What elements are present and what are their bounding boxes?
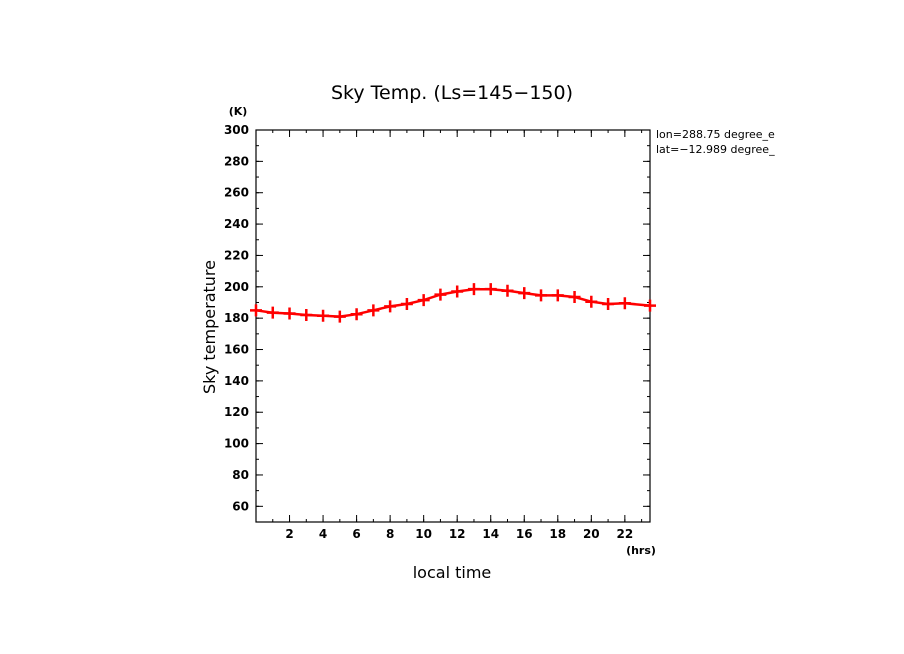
data-point	[417, 294, 430, 307]
data-point	[501, 284, 514, 297]
data-point	[350, 308, 363, 321]
data-point	[484, 283, 497, 296]
y-tick-label: 280	[224, 154, 249, 168]
x-tick-label: 16	[516, 527, 533, 541]
y-tick-label: 240	[224, 217, 249, 231]
y-tick-label: 80	[232, 468, 249, 482]
data-point	[367, 304, 380, 317]
x-tick-label: 6	[352, 527, 360, 541]
data-point	[250, 304, 262, 317]
x-tick-label: 8	[386, 527, 394, 541]
x-tick-label: 2	[285, 527, 293, 541]
data-point	[300, 309, 313, 322]
x-tick-label: 20	[583, 527, 600, 541]
data-point	[266, 306, 279, 319]
y-tick-label: 220	[224, 248, 249, 262]
data-point	[551, 289, 564, 302]
x-tick-label: 14	[482, 527, 499, 541]
data-point	[644, 299, 656, 312]
x-tick-label: 12	[449, 527, 466, 541]
data-point	[618, 297, 631, 310]
lat-annotation: lat=−12.989 degree_	[656, 143, 775, 156]
x-tick-label: 4	[319, 527, 327, 541]
data-point	[317, 309, 330, 322]
y-tick-label: 120	[224, 405, 249, 419]
lon-annotation: lon=288.75 degree_e	[656, 128, 775, 141]
data-point	[518, 287, 531, 300]
y-tick-label: 140	[224, 374, 249, 388]
plot-area: 60 80 100 120 140 160 180 200 220 240 260 280 300 2 4 6…	[224, 123, 656, 541]
y-tick-label: 260	[224, 186, 249, 200]
y-tick-label: 180	[224, 311, 249, 325]
x-tick-label: 22	[616, 527, 633, 541]
x-tick-label: 10	[415, 527, 432, 541]
data-point	[585, 295, 598, 308]
y-tick-label: 60	[232, 499, 249, 513]
x-unit-label: (hrs)	[626, 544, 656, 557]
plot-frame	[255, 129, 651, 523]
x-tick-label: 18	[549, 527, 566, 541]
chart-title: Sky Temp. (Ls=145−150)	[331, 82, 573, 104]
annotation-clip	[779, 124, 904, 160]
data-point	[568, 290, 581, 303]
y-axis-title: Sky temperature	[200, 260, 219, 394]
y-unit-label: (K)	[229, 105, 248, 118]
data-point	[602, 298, 615, 311]
data-point	[384, 300, 397, 313]
data-point	[451, 285, 464, 298]
data-point	[467, 283, 480, 296]
y-tick-label: 300	[224, 123, 249, 137]
data-point	[434, 288, 447, 301]
y-tick-label: 160	[224, 343, 249, 357]
data-point	[333, 310, 346, 323]
y-tick-label: 200	[224, 280, 249, 294]
data-point	[283, 307, 296, 320]
x-axis-title: local time	[413, 563, 492, 582]
data-point	[400, 298, 413, 311]
y-tick-label: 100	[224, 437, 249, 451]
data-point	[535, 289, 548, 302]
